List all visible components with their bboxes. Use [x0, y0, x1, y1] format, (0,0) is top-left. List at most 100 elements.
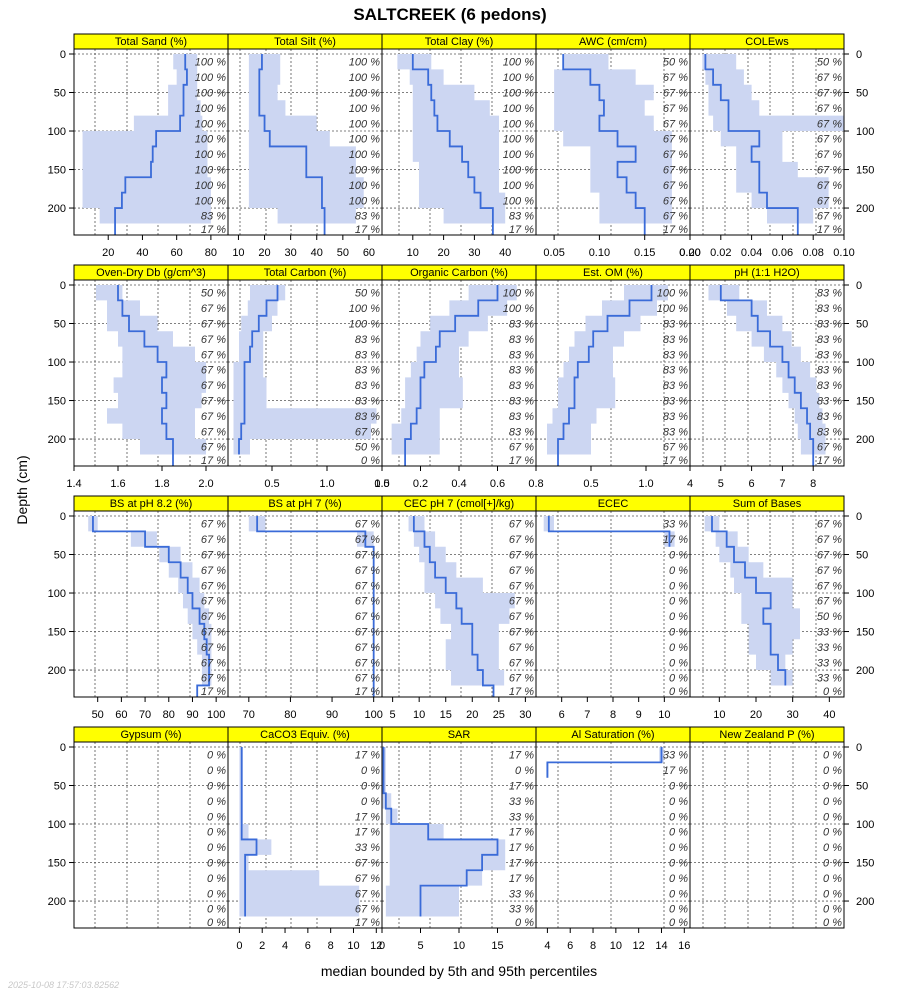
sample-percent-label: 100 %: [657, 288, 688, 300]
sample-percent-label: 83 %: [509, 380, 534, 392]
median-line: [562, 54, 646, 235]
sample-percent-label: 0 %: [823, 842, 842, 854]
y-tick-label: 150: [856, 858, 874, 870]
sample-percent-label: 67 %: [509, 534, 534, 546]
panel-strip-label: ECEC: [598, 498, 629, 510]
sample-percent-label: 0 %: [669, 917, 688, 929]
sample-percent-label: 0 %: [515, 765, 534, 777]
percentile-band: [233, 285, 377, 455]
sample-percent-label: 67 %: [201, 396, 226, 408]
x-tick-label: 20: [102, 247, 114, 259]
sample-percent-label: 0 %: [669, 673, 688, 685]
sample-percent-label: 33 %: [355, 842, 380, 854]
sample-percent-label: 100 %: [195, 180, 226, 192]
sample-percent-label: 17 %: [663, 765, 688, 777]
sample-percent-label: 100 %: [503, 288, 534, 300]
panel-1: Total Silt (%) 100 % 100 % 100 % 100 % 100 % 1…: [227, 33, 383, 259]
x-tick-label: 60: [363, 247, 375, 259]
sample-percent-label: 100 %: [657, 303, 688, 315]
sample-percent-label: 67 %: [817, 596, 842, 608]
sample-percent-label: 67 %: [509, 550, 534, 562]
x-tick-label: 0.5: [264, 478, 279, 490]
panel-14: Sum of Bases 67 % 67 % 67 % 67 % 67 % 67 % 50 %…: [689, 495, 874, 721]
sample-percent-label: 67 %: [817, 534, 842, 546]
sample-percent-label: 17 %: [355, 917, 380, 929]
sample-percent-label: 67 %: [355, 611, 380, 623]
sample-percent-label: 100 %: [349, 72, 380, 84]
x-tick-label: 80: [163, 709, 175, 721]
sample-percent-label: 0 %: [823, 888, 842, 900]
sample-percent-label: 67 %: [509, 642, 534, 654]
panel-4: COLEws 50 % 67 % 67 % 67 % 67 % 67 % 67 % 67 % 67…: [679, 33, 874, 259]
x-tick-label: 8: [810, 478, 816, 490]
sample-percent-label: 67 %: [355, 904, 380, 916]
y-tick-label: 0: [856, 49, 862, 61]
sample-percent-label: 33 %: [509, 811, 534, 823]
sample-percent-label: 100 %: [503, 72, 534, 84]
sample-percent-label: 67 %: [509, 627, 534, 639]
x-tick-label: 1.0: [638, 478, 653, 490]
x-tick-label: 0.10: [589, 247, 610, 259]
median-line: [240, 747, 258, 917]
sample-percent-label: 33 %: [817, 642, 842, 654]
sample-percent-label: 67 %: [201, 596, 226, 608]
sample-percent-label: 0 %: [207, 917, 226, 929]
sample-percent-label: 0 %: [207, 827, 226, 839]
median-line: [117, 285, 174, 466]
sample-percent-label: 100 %: [349, 118, 380, 130]
sample-percent-label: 67 %: [201, 642, 226, 654]
sample-percent-label: 83 %: [817, 349, 842, 361]
panel-strip-label: BS at pH 7 (%): [268, 498, 341, 510]
sample-percent-label: 33 %: [817, 673, 842, 685]
sample-percent-label: 67 %: [201, 334, 226, 346]
panel-strip-label: Total Sand (%): [115, 36, 187, 48]
sample-percent-label: 17 %: [509, 827, 534, 839]
sample-percent-label: 67 %: [509, 519, 534, 531]
x-tick-label: 7: [584, 709, 590, 721]
x-tick-label: 10: [413, 709, 425, 721]
sample-percent-label: 100 %: [503, 195, 534, 207]
sample-percent-label: 0 %: [669, 565, 688, 577]
x-tick-label: 0: [379, 940, 385, 952]
percentile-band: [708, 285, 826, 466]
percentile-band: [82, 54, 211, 235]
x-tick-label: 10: [713, 709, 725, 721]
x-tick-label: 70: [243, 709, 255, 721]
panel-strip-label: New Zealand P (%): [719, 729, 814, 741]
sample-percent-label: 0 %: [669, 596, 688, 608]
sample-percent-label: 67 %: [355, 673, 380, 685]
x-tick-label: 4: [687, 478, 693, 490]
sample-percent-label: 0 %: [823, 750, 842, 762]
median-line: [704, 54, 799, 235]
y-tick-label: 0: [856, 511, 862, 523]
x-tick-label: 30: [285, 247, 297, 259]
y-tick-label: 50: [54, 550, 66, 562]
percentile-band: [702, 54, 844, 235]
x-tick-label: 0.04: [741, 247, 762, 259]
sample-percent-label: 67 %: [201, 657, 226, 669]
sample-percent-label: 0 %: [669, 580, 688, 592]
percentile-band: [248, 516, 374, 697]
median-line: [114, 54, 188, 235]
x-tick-label: 80: [284, 709, 296, 721]
x-tick-label: 6: [567, 940, 573, 952]
panel-strip-label: Total Silt (%): [274, 36, 336, 48]
sample-percent-label: 50 %: [355, 288, 380, 300]
median-line: [256, 516, 375, 697]
x-tick-label: 0.8: [528, 478, 543, 490]
sample-percent-label: 0 %: [669, 657, 688, 669]
y-tick-label: 150: [48, 627, 66, 639]
sample-percent-label: 83 %: [663, 319, 688, 331]
sample-percent-label: 0 %: [669, 642, 688, 654]
sample-percent-label: 17 %: [509, 873, 534, 885]
y-tick-label: 0: [60, 49, 66, 61]
sample-percent-label: 67 %: [663, 195, 688, 207]
sample-percent-label: 17 %: [509, 858, 534, 870]
sample-percent-label: 100 %: [349, 195, 380, 207]
x-tick-label: 70: [139, 709, 151, 721]
y-tick-label: 150: [856, 396, 874, 408]
x-tick-label: 1.0: [319, 478, 334, 490]
panel-5: Oven-Dry Db (g/cm^3) 50 % 67 % 67 % 67 % 67 %…: [48, 264, 229, 490]
y-tick-label: 200: [856, 896, 874, 908]
sample-percent-label: 67 %: [355, 596, 380, 608]
